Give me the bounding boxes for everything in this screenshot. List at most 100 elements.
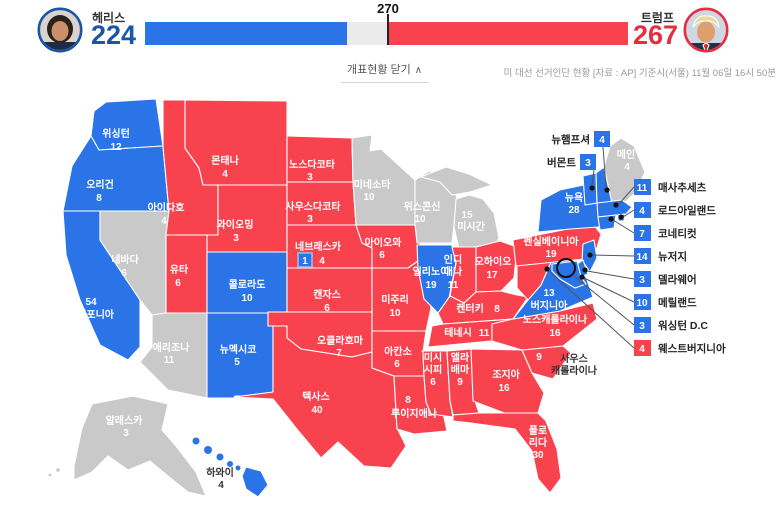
svg-text:3: 3	[123, 428, 129, 439]
harris-vote-count: 224	[91, 20, 137, 50]
svg-text:4: 4	[218, 480, 224, 491]
state-arizona[interactable]	[139, 312, 208, 399]
svg-text:9: 9	[457, 377, 463, 388]
svg-text:17: 17	[486, 270, 498, 281]
svg-text:네브래스카: 네브래스카	[295, 240, 342, 253]
svg-text:3: 3	[307, 172, 313, 183]
harris-avatar	[37, 7, 83, 53]
svg-text:버지니아: 버지니아	[531, 299, 569, 312]
svg-text:아칸소: 아칸소	[384, 345, 412, 358]
svg-text:텍사스: 텍사스	[302, 390, 330, 403]
svg-text:몬태나: 몬태나	[211, 154, 239, 167]
svg-text:11: 11	[448, 280, 459, 291]
callout-west-virginia: 4 웨스트버지니아	[634, 340, 726, 356]
svg-text:메릴랜드: 메릴랜드	[658, 296, 697, 309]
harris-bar-segment	[145, 22, 347, 45]
threshold-270-label: 270	[377, 1, 399, 16]
svg-text:8: 8	[494, 304, 500, 315]
svg-text:매사추세츠: 매사추세츠	[658, 181, 707, 194]
svg-text:아이다호: 아이다호	[148, 201, 185, 214]
svg-text:3: 3	[639, 275, 645, 286]
new-hampshire-dot	[604, 187, 610, 193]
svg-text:뉴멕시코: 뉴멕시코	[220, 343, 257, 356]
svg-text:12: 12	[110, 142, 122, 153]
callout-washington-dc: 3 워싱턴 D.C	[634, 317, 708, 333]
connecticut-dot	[608, 216, 614, 222]
state-maryland[interactable]	[551, 260, 587, 289]
svg-text:10: 10	[241, 293, 253, 304]
svg-text:3: 3	[307, 214, 313, 225]
callout-rhode-island: 4 로드아일랜드	[634, 202, 716, 218]
svg-text:뉴햄프셔: 뉴햄프셔	[551, 133, 590, 146]
svg-text:40: 40	[311, 405, 323, 416]
svg-text:노스다코타: 노스다코타	[289, 158, 336, 171]
svg-text:오리건: 오리건	[86, 178, 114, 191]
state-michigan[interactable]	[453, 194, 500, 250]
alaska-island	[56, 468, 60, 472]
svg-text:4: 4	[639, 344, 645, 355]
callout-connecticut: 7 코네티컷	[634, 225, 697, 241]
state-missouri[interactable]	[371, 260, 432, 332]
callout-new-hampshire: 뉴햄프셔 4	[551, 131, 610, 147]
svg-text:코네티컷: 코네티컷	[658, 227, 697, 240]
svg-text:사우스: 사우스	[560, 352, 588, 365]
toggle-results-panel[interactable]: 개표현황 닫기 ∧	[341, 61, 429, 83]
state-michigan-upper[interactable]	[420, 166, 493, 196]
svg-text:애리조나: 애리조나	[153, 341, 191, 354]
svg-text:10: 10	[389, 308, 401, 319]
svg-text:10: 10	[363, 192, 375, 203]
nebraska-district-box[interactable]	[297, 252, 313, 268]
callout-vermont: 버몬트 3	[547, 154, 596, 170]
electoral-vote-bar	[145, 22, 628, 45]
svg-text:앨라: 앨라	[451, 351, 470, 364]
svg-text:13: 13	[543, 288, 555, 299]
svg-text:4: 4	[161, 216, 167, 227]
svg-text:미시: 미시	[424, 351, 442, 364]
svg-text:테네시: 테네시	[444, 326, 472, 339]
state-massachusetts[interactable]	[596, 199, 633, 218]
svg-text:8: 8	[96, 193, 102, 204]
svg-text:미네소타: 미네소타	[354, 178, 392, 191]
svg-text:미시간: 미시간	[457, 220, 485, 233]
svg-text:6: 6	[379, 250, 385, 261]
svg-text:54: 54	[85, 297, 97, 308]
svg-text:하와이: 하와이	[206, 466, 234, 479]
state-north-dakota[interactable]	[286, 135, 354, 183]
svg-text:8: 8	[405, 395, 411, 406]
svg-text:미주리: 미주리	[381, 293, 409, 306]
svg-text:11: 11	[164, 355, 175, 366]
svg-text:캐롤라이나: 캐롤라이나	[551, 364, 598, 377]
west-virginia-dot	[544, 266, 550, 272]
state-wyoming[interactable]	[206, 184, 288, 253]
svg-text:1: 1	[302, 256, 308, 267]
svg-text:메인: 메인	[617, 148, 635, 161]
svg-text:리다: 리다	[529, 436, 548, 449]
svg-text:워싱턴 D.C: 워싱턴 D.C	[658, 319, 708, 332]
state-alaska[interactable]	[73, 395, 207, 497]
svg-text:11: 11	[637, 183, 648, 194]
svg-text:위싱턴: 위싱턴	[102, 127, 130, 140]
svg-text:시피: 시피	[424, 363, 442, 376]
state-texas[interactable]	[233, 325, 407, 469]
svg-text:7: 7	[639, 229, 645, 240]
state-florida[interactable]	[452, 412, 562, 494]
trump-avatar	[683, 7, 729, 53]
svg-text:아이오와: 아이오와	[365, 236, 403, 249]
rhode-island-dot	[618, 214, 624, 220]
harris-name: 헤리스	[92, 11, 126, 25]
svg-text:3: 3	[585, 158, 591, 169]
state-connecticut[interactable]	[597, 214, 617, 231]
state-hawaii[interactable]	[192, 437, 269, 498]
svg-text:와이오밍: 와이오밍	[217, 218, 254, 231]
svg-text:9: 9	[536, 352, 542, 363]
svg-text:웨스트버지니아: 웨스트버지니아	[658, 342, 726, 355]
threshold-270-tick	[387, 14, 389, 45]
state-montana[interactable]	[184, 99, 288, 186]
toggle-label: 개표현황 닫기	[347, 64, 411, 76]
callout-massachusetts: 11 매사추세츠	[634, 179, 707, 195]
trump-name: 트럼프	[640, 11, 674, 25]
trump-vote-count: 267	[632, 20, 678, 50]
svg-text:19: 19	[545, 249, 557, 260]
state-washington[interactable]	[90, 98, 164, 151]
